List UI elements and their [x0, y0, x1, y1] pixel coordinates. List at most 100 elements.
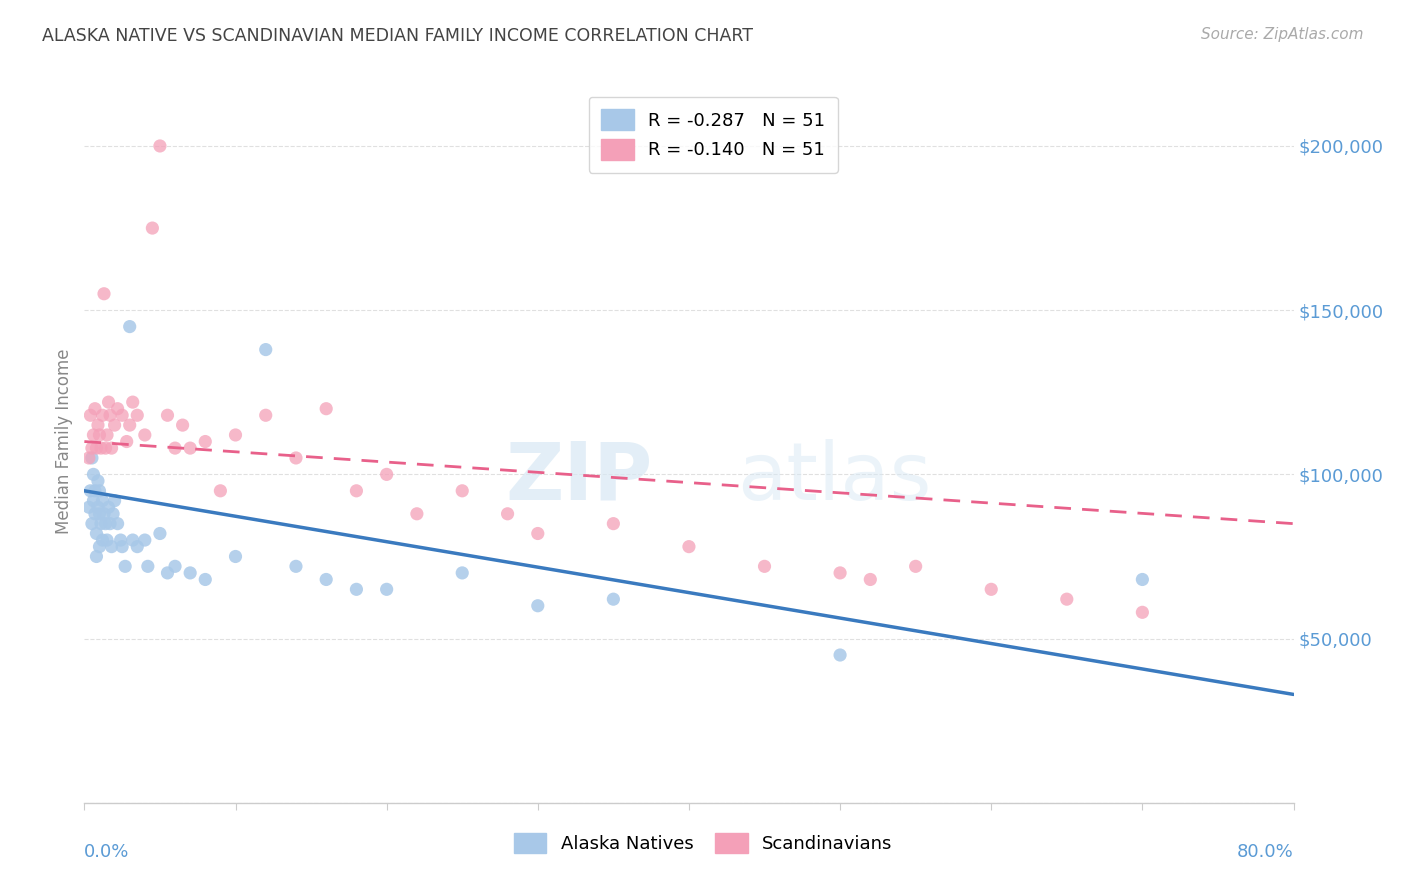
Point: [980, 582, 1002, 597]
Point: [84, 401, 107, 416]
Point: [110, 533, 132, 547]
Point: [149, 139, 172, 153]
Point: [179, 566, 201, 580]
Point: [82, 467, 104, 482]
Point: [315, 573, 337, 587]
Point: [121, 533, 143, 547]
Point: [94, 441, 117, 455]
Point: [678, 540, 700, 554]
Point: [94, 516, 117, 531]
Point: [114, 559, 136, 574]
Point: [80, 441, 103, 455]
Point: [225, 428, 247, 442]
Point: [107, 401, 129, 416]
Point: [375, 467, 398, 482]
Point: [90, 516, 112, 531]
Point: [97, 500, 120, 515]
Point: [406, 507, 429, 521]
Text: ZIP: ZIP: [505, 439, 652, 516]
Point: [100, 540, 122, 554]
Point: [527, 599, 550, 613]
Point: [87, 474, 110, 488]
Point: [451, 566, 474, 580]
Point: [194, 573, 217, 587]
Point: [100, 441, 122, 455]
Point: [830, 648, 852, 662]
Point: [127, 540, 149, 554]
Point: [346, 582, 368, 597]
Point: [79, 483, 101, 498]
Point: [225, 549, 247, 564]
Point: [91, 493, 114, 508]
Point: [121, 395, 143, 409]
Point: [87, 500, 110, 515]
Point: [101, 507, 124, 521]
Point: [1130, 573, 1153, 587]
Point: [136, 559, 159, 574]
Point: [451, 483, 474, 498]
Point: [118, 418, 141, 433]
Point: [107, 516, 129, 531]
Point: [118, 319, 141, 334]
Point: [134, 533, 156, 547]
Point: [77, 500, 100, 515]
Point: [165, 559, 187, 574]
Point: [104, 418, 127, 433]
Text: 80.0%: 80.0%: [1237, 843, 1294, 861]
Point: [98, 516, 121, 531]
Text: atlas: atlas: [737, 439, 932, 516]
Point: [194, 434, 217, 449]
Point: [172, 418, 194, 433]
Point: [86, 441, 108, 455]
Point: [96, 533, 118, 547]
Point: [80, 450, 103, 465]
Point: [254, 343, 277, 357]
Point: [156, 409, 179, 423]
Text: Source: ZipAtlas.com: Source: ZipAtlas.com: [1201, 27, 1364, 42]
Point: [82, 428, 104, 442]
Point: [77, 450, 100, 465]
Point: [89, 540, 111, 554]
Point: [527, 526, 550, 541]
Point: [375, 582, 398, 597]
Legend: R = -0.287   N = 51, R = -0.140   N = 51: R = -0.287 N = 51, R = -0.140 N = 51: [589, 96, 838, 172]
Point: [859, 573, 882, 587]
Point: [91, 409, 114, 423]
Point: [84, 483, 107, 498]
Point: [179, 441, 201, 455]
Point: [89, 483, 111, 498]
Point: [830, 566, 852, 580]
Point: [111, 409, 134, 423]
Point: [149, 526, 172, 541]
Y-axis label: Median Family Income: Median Family Income: [55, 349, 73, 534]
Point: [156, 566, 179, 580]
Point: [127, 409, 149, 423]
Point: [84, 507, 107, 521]
Point: [80, 516, 103, 531]
Point: [602, 516, 624, 531]
Point: [96, 428, 118, 442]
Point: [89, 507, 111, 521]
Text: ALASKA NATIVE VS SCANDINAVIAN MEDIAN FAMILY INCOME CORRELATION CHART: ALASKA NATIVE VS SCANDINAVIAN MEDIAN FAM…: [42, 27, 754, 45]
Text: 0.0%: 0.0%: [84, 843, 129, 861]
Point: [346, 483, 368, 498]
Point: [141, 221, 163, 235]
Point: [86, 526, 108, 541]
Point: [285, 559, 308, 574]
Point: [79, 409, 101, 423]
Point: [134, 428, 156, 442]
Point: [82, 493, 104, 508]
Point: [602, 592, 624, 607]
Point: [904, 559, 927, 574]
Point: [86, 549, 108, 564]
Point: [315, 401, 337, 416]
Point: [496, 507, 519, 521]
Point: [1130, 605, 1153, 619]
Point: [98, 409, 121, 423]
Point: [165, 441, 187, 455]
Point: [111, 540, 134, 554]
Point: [754, 559, 776, 574]
Point: [104, 493, 127, 508]
Point: [93, 507, 115, 521]
Point: [87, 418, 110, 433]
